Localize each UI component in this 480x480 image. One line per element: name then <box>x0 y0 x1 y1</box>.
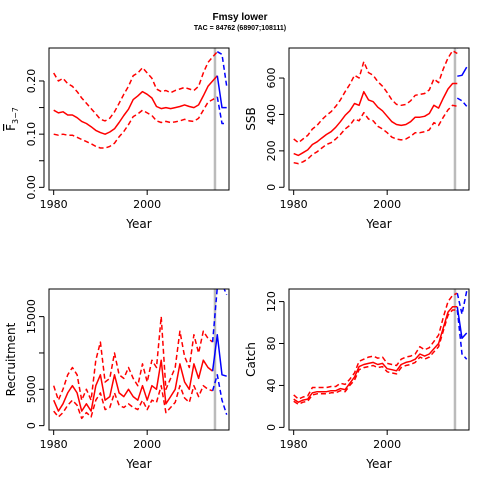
ssb-projection-lower-line <box>456 97 468 107</box>
recruitment-y-tick-label: 5000 <box>25 375 38 403</box>
fbar-y-label: F3−7 <box>4 107 20 131</box>
ssb-y-label: SSB <box>244 107 258 130</box>
fbar-projection-upper-line <box>216 51 228 87</box>
fbar-x-tick-label: 2000 <box>133 198 161 211</box>
ssb-frame <box>288 47 470 191</box>
catch-y-tick-label: 40 <box>265 378 278 392</box>
ssb-plot-area <box>293 48 468 190</box>
catch-historic-lower-line <box>293 309 458 406</box>
ssb-x-tick-label: 1980 <box>280 198 308 211</box>
ssb-historic-lower-line <box>293 104 458 165</box>
recruitment-x-tick-label: 2000 <box>133 438 161 451</box>
catch-y-tick-label: 0 <box>265 424 278 431</box>
ssb-y-tick-label: 0 <box>265 184 278 191</box>
fbar-x-label: Year <box>125 217 151 231</box>
ssb-historic-upper-line <box>293 49 458 144</box>
catch-y-tick-label: 120 <box>265 291 278 312</box>
ssb-y-tick-label: 200 <box>265 140 278 161</box>
recruitment-historic-upper-line <box>52 315 214 401</box>
fbar-projection-lower-line <box>216 96 227 125</box>
panel-fbar: 1980 2000 0.00 0.10 0.20 Year F3−7 <box>4 47 230 231</box>
fbar-historic-upper-line <box>53 51 218 122</box>
figure-title: Fmsy lower <box>212 12 267 23</box>
ssb-historic-median-line <box>293 82 458 157</box>
recruitment-y-tick-label: 15000 <box>25 299 38 334</box>
recruitment-projection-median-line <box>211 334 227 377</box>
recruitment-projection-lower-line <box>211 374 228 415</box>
fbar-plot-area <box>53 48 228 190</box>
recruitment-frame <box>48 288 230 431</box>
catch-y-label: Catch <box>244 342 258 377</box>
ssb-x-label: Year <box>365 217 391 231</box>
panel-catch: 1980 2000 0 40 80 120 Year Catch <box>244 288 470 471</box>
ssb-projection-median-line <box>457 66 468 77</box>
fbar-y-tick-label: 0.20 <box>25 69 38 94</box>
fbar-y-tick-label: 0.10 <box>25 122 38 147</box>
recruitment-x-label: Year <box>125 457 151 471</box>
recruitment-y-tick-label: 0 <box>25 422 38 429</box>
panel-ssb: 1980 2000 0 200 400 600 Year SSB <box>244 47 470 231</box>
ssb-projection-upper-line <box>457 48 460 49</box>
fbar-frame <box>48 47 230 191</box>
catch-frame <box>288 288 470 431</box>
catch-x-tick-label: 2000 <box>373 438 401 451</box>
panel-recruitment: 1980 2000 0 5000 15000 Year Recruitment <box>4 288 230 471</box>
figure-subtitle: TAC = 84762 (68907;108111) <box>194 25 286 32</box>
ssb-x-tick-label: 2000 <box>373 198 401 211</box>
recruitment-y-label: Recruitment <box>4 322 18 396</box>
fbar-historic-median-line <box>53 75 218 135</box>
catch-projection-median-line <box>456 306 468 340</box>
catch-x-tick-label: 1980 <box>280 438 308 451</box>
fbar-projection-median-line <box>216 75 227 109</box>
catch-plot-area <box>293 289 468 430</box>
recruitment-historic-median-line <box>53 359 214 412</box>
recruitment-x-tick-label: 1980 <box>40 438 68 451</box>
catch-projection-upper-line <box>456 290 468 315</box>
ssb-y-tick-label: 600 <box>265 68 278 89</box>
catch-projection-lower-line <box>456 309 468 360</box>
recruitment-historic-lower-line <box>53 384 213 420</box>
catch-x-label: Year <box>365 457 391 471</box>
fbar-y-tick-label: 0.00 <box>25 175 38 200</box>
recruitment-plot-area <box>52 289 228 430</box>
catch-y-tick-label: 80 <box>265 337 278 351</box>
ssb-y-tick-label: 400 <box>265 104 278 125</box>
catch-historic-upper-line <box>293 292 458 400</box>
fbar-historic-lower-line <box>53 96 218 149</box>
fbar-x-tick-label: 1980 <box>40 198 68 211</box>
catch-historic-median-line <box>293 306 458 403</box>
